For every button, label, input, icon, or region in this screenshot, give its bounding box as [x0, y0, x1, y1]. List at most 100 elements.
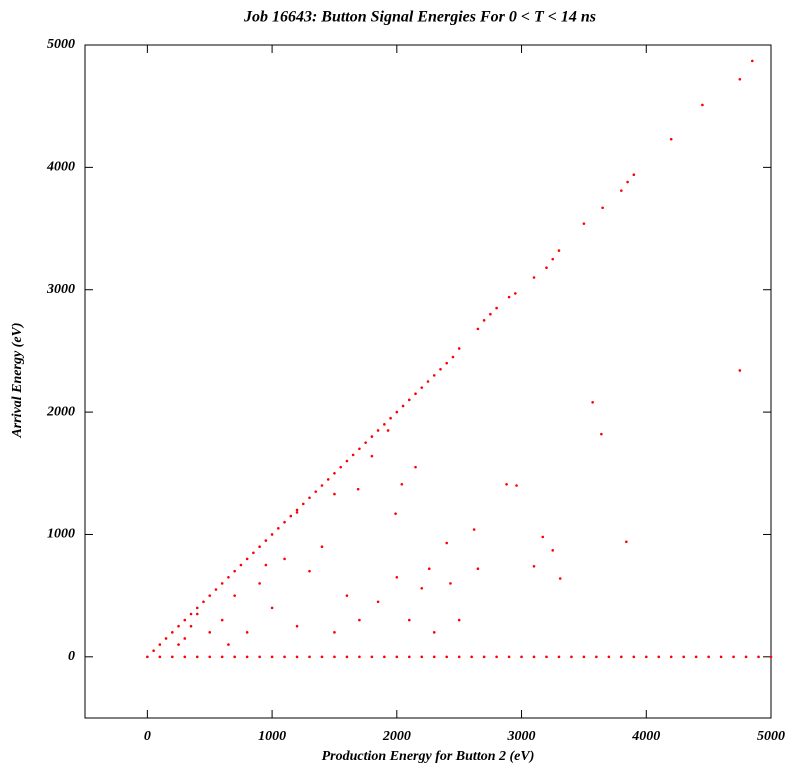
point: [495, 655, 498, 659]
point: [420, 586, 424, 590]
point: [258, 582, 261, 585]
point: [395, 575, 399, 579]
point: [208, 631, 212, 634]
point: [345, 459, 349, 463]
point: [600, 432, 603, 436]
point: [208, 594, 212, 597]
point: [195, 655, 199, 659]
chart-title: Job 16643: Button Signal Energies For 0 …: [243, 9, 596, 26]
point: [515, 484, 518, 487]
point: [146, 655, 149, 659]
point: [295, 655, 299, 659]
point: [532, 276, 536, 279]
point: [470, 655, 473, 659]
point: [245, 631, 249, 634]
point: [183, 637, 187, 640]
point: [558, 577, 562, 580]
point: [277, 527, 280, 530]
point: [769, 655, 773, 659]
point: [738, 77, 742, 81]
point: [591, 401, 594, 404]
point: [601, 206, 604, 210]
point: [426, 380, 430, 383]
point: [376, 429, 380, 432]
point: [401, 404, 405, 408]
point: [152, 649, 155, 652]
point: [264, 563, 268, 567]
y-tick-label: 3000: [46, 282, 75, 297]
point: [177, 643, 180, 646]
point: [333, 631, 336, 634]
point: [482, 655, 486, 659]
point: [358, 618, 361, 622]
point: [245, 655, 249, 659]
point: [177, 624, 180, 628]
point: [557, 655, 561, 659]
point: [295, 508, 299, 512]
point: [507, 295, 511, 299]
point: [158, 643, 162, 646]
point: [495, 306, 498, 310]
point: [326, 478, 330, 481]
point: [333, 471, 336, 475]
x-axis-label: Production Energy for Button 2 (eV): [322, 749, 535, 764]
point: [308, 496, 311, 500]
point: [582, 655, 586, 659]
point: [164, 637, 168, 640]
point: [283, 520, 286, 524]
point: [669, 137, 673, 141]
point: [644, 655, 648, 659]
point: [657, 655, 661, 659]
point: [545, 655, 548, 659]
point: [427, 567, 431, 571]
x-tick-label: 5000: [757, 729, 785, 744]
point: [757, 655, 760, 659]
point: [289, 514, 293, 518]
point: [320, 484, 324, 487]
point: [505, 482, 508, 486]
point: [189, 624, 193, 628]
y-tick-label: 2000: [46, 404, 75, 419]
point: [383, 423, 386, 426]
point: [738, 369, 742, 372]
point: [233, 569, 236, 573]
point: [582, 222, 586, 225]
point: [414, 392, 417, 396]
point: [308, 569, 311, 573]
point: [270, 533, 274, 536]
point: [445, 361, 449, 365]
y-tick-label: 1000: [47, 527, 75, 542]
point: [351, 453, 355, 457]
point: [620, 189, 623, 192]
point: [270, 655, 274, 659]
y-tick-label: 5000: [47, 37, 75, 52]
point: [258, 545, 261, 548]
point: [394, 512, 397, 515]
point: [220, 618, 224, 622]
point: [719, 655, 723, 659]
point: [626, 180, 629, 184]
point: [420, 655, 424, 659]
point: [432, 631, 436, 634]
point: [432, 655, 436, 659]
point: [356, 487, 360, 491]
point: [607, 655, 611, 659]
point: [476, 567, 480, 571]
point: [202, 600, 205, 604]
point: [358, 655, 361, 659]
point: [364, 441, 367, 444]
point: [171, 655, 174, 659]
point: [258, 655, 261, 659]
point: [283, 557, 286, 561]
point: [514, 292, 517, 295]
point: [227, 575, 230, 579]
point: [449, 582, 452, 585]
point: [625, 540, 628, 544]
point: [264, 539, 268, 542]
point: [457, 347, 461, 350]
point: [370, 655, 374, 659]
plot-frame: [84, 44, 772, 719]
x-tick-label: 4000: [631, 729, 660, 744]
point: [407, 398, 411, 402]
y-tick-label: 4000: [46, 160, 75, 175]
